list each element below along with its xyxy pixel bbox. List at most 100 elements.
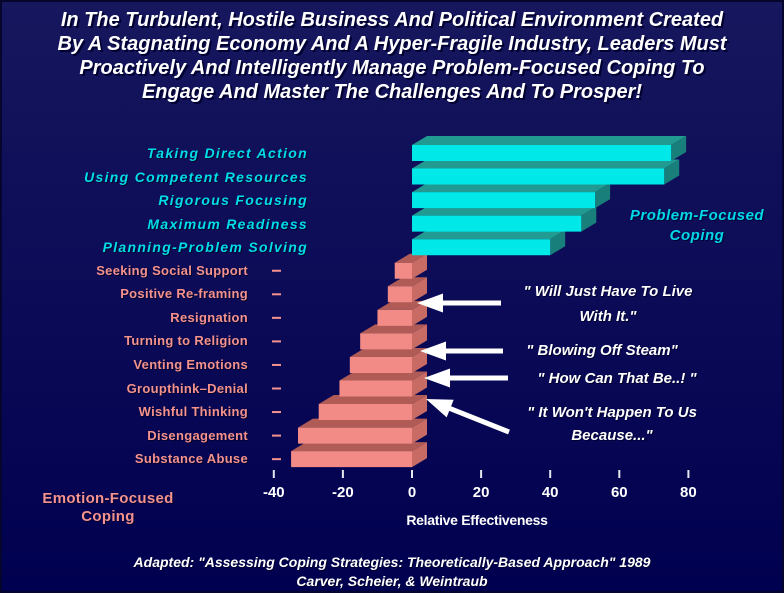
category-label-disengagement: Disengagement [147, 427, 248, 443]
bar-top-face [412, 206, 597, 216]
tick-mark [618, 470, 621, 478]
bar-side-face [412, 324, 427, 350]
bar-top-face [318, 395, 427, 405]
x-axis-tick-80: 80 [680, 470, 697, 501]
bar-venting-emotions [349, 347, 427, 373]
bar-positive-re-framing [387, 277, 427, 303]
category-label-groupthink-denial: Groupthink–Denial [126, 380, 248, 396]
bar-top-face [297, 418, 427, 428]
tick-label: 80 [680, 484, 697, 501]
category-label-planning-problem-solving: Planning-Problem Solving [102, 239, 308, 256]
category-label-venting-emotions: Venting Emotions [133, 356, 248, 372]
bar-front-face [291, 451, 412, 468]
category-label-turning-to-religion: Turning to Religion [124, 333, 248, 349]
bar-top-face [412, 136, 687, 145]
annotation-arrow-2 [420, 341, 503, 361]
bar-maximum-readiness [412, 206, 597, 232]
bar-front-face [412, 168, 665, 185]
bar-top-face [339, 371, 427, 381]
tick-label: 60 [611, 484, 628, 501]
annotation-arrow-1 [417, 293, 501, 313]
category-tick-wishful-thinking [272, 411, 281, 414]
bar-front-face [394, 262, 412, 279]
bar-using-competent-resources [412, 159, 680, 185]
x-axis-tick--20: -20 [332, 470, 354, 501]
category-label-using-competent-resources: Using Competent Resources [84, 168, 308, 185]
bar-side-face [412, 418, 427, 444]
bar-front-face [412, 215, 582, 232]
bar-rigorous-focusing [412, 183, 611, 209]
emotion-focused-coping-label: Emotion-Focused Coping [42, 490, 174, 525]
bar-top-face [412, 230, 566, 240]
bar-front-face [360, 333, 412, 350]
bar-front-face [318, 404, 412, 421]
problem-focused-coping-label: Problem-Focused Coping [629, 207, 765, 244]
category-tick-venting-emotions [272, 363, 281, 366]
annotation-quote-1: " Will Just Have To Live With It." [523, 283, 693, 325]
bar-groupthink-denial [339, 371, 427, 397]
tick-mark [480, 470, 483, 478]
category-label-resignation: Resignation [170, 309, 248, 325]
category-tick-disengagement [272, 434, 281, 437]
bar-top-face [387, 277, 427, 287]
tick-label: 40 [542, 484, 559, 501]
bar-side-face [595, 183, 611, 209]
category-label-rigorous-focusing: Rigorous Focusing [158, 192, 308, 209]
bar-substance-abuse [291, 442, 427, 468]
bar-top-face [412, 159, 680, 169]
bar-front-face [339, 380, 412, 397]
bar-top-face [360, 324, 427, 334]
bar-front-face [387, 286, 412, 303]
bar-side-face [550, 230, 566, 256]
x-axis-tick-40: 40 [542, 470, 559, 501]
bar-front-face [412, 239, 551, 256]
category-label-taking-direct-action: Taking Direct Action [146, 145, 308, 161]
bar-wishful-thinking [318, 395, 427, 421]
annotation-quote-4: " It Won't Happen To Us Because..." [527, 404, 697, 444]
tick-label: 20 [473, 484, 490, 501]
x-axis-tick-60: 60 [611, 470, 628, 501]
tick-mark [549, 470, 552, 478]
bar-top-face [412, 183, 611, 193]
bar-top-face [394, 253, 427, 263]
annotation-arrow-3 [424, 368, 508, 388]
bar-front-face [297, 427, 412, 444]
bar-top-face [291, 442, 427, 452]
annotation-quote-2: " Blowing Off Steam" [526, 342, 678, 359]
x-axis-tick-20: 20 [473, 470, 490, 501]
annotation-arrow-4 [426, 399, 510, 435]
tick-label: -20 [332, 484, 354, 501]
bar-side-face [671, 136, 687, 161]
bar-taking-direct-action [412, 136, 687, 161]
bar-side-face [412, 442, 427, 468]
bar-side-face [412, 253, 427, 279]
tick-mark [411, 470, 413, 478]
tick-label: 0 [408, 484, 416, 501]
bar-disengagement [297, 418, 427, 444]
bar-front-face [349, 356, 412, 373]
tick-mark [272, 470, 275, 478]
bar-top-face [377, 300, 427, 310]
category-tick-groupthink-denial [272, 387, 281, 390]
attribution: Adapted: "Assessing Coping Strategies: T… [0, 553, 784, 591]
category-label-maximum-readiness: Maximum Readiness [147, 215, 308, 232]
tick-label: -40 [263, 484, 285, 501]
bar-resignation [377, 300, 427, 326]
x-axis-tick-0: 0 [408, 470, 416, 501]
bar-planning-problem-solving [412, 230, 566, 256]
category-label-seeking-social-support: Seeking Social Support [96, 262, 248, 278]
attribution-line-1: Adapted: "Assessing Coping Strategies: T… [133, 554, 651, 570]
x-axis-title: Relative Effectiveness [406, 512, 548, 528]
bar-front-face [412, 145, 672, 161]
category-tick-seeking-social-support [272, 269, 281, 272]
category-label-substance-abuse: Substance Abuse [134, 451, 248, 467]
tick-mark [341, 470, 344, 478]
category-tick-substance-abuse [272, 458, 281, 461]
bar-top-face [349, 347, 427, 357]
bar-side-face [581, 206, 597, 232]
x-axis-tick--40: -40 [263, 470, 285, 501]
bar-side-face [412, 300, 427, 326]
bar-turning-to-religion [360, 324, 427, 350]
